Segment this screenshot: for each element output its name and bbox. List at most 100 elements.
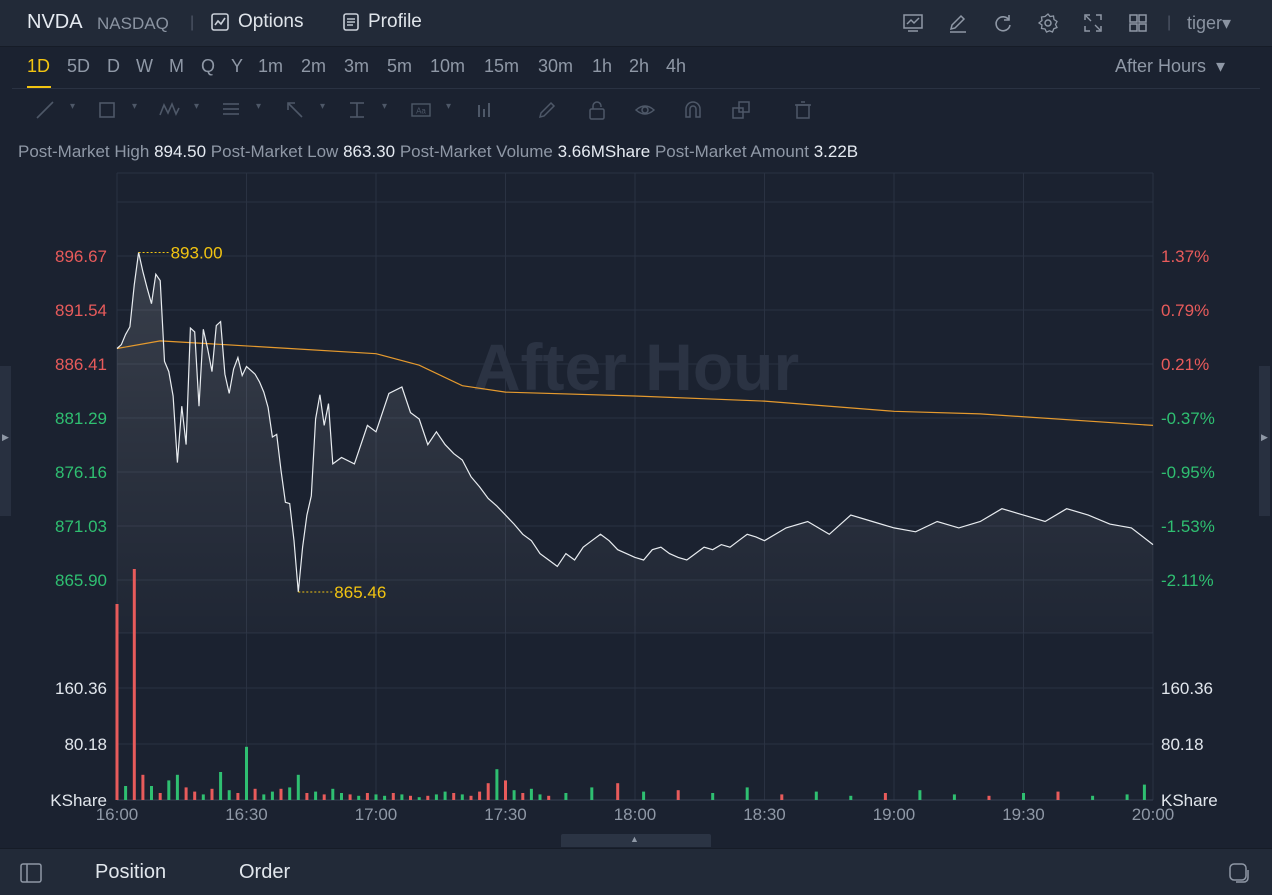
volume-right-tick-label: 80.18 (1161, 735, 1204, 754)
volume-bar (486, 783, 490, 800)
exchange-label: NASDAQ (97, 14, 169, 33)
session-select[interactable]: After Hours ▾ (1115, 56, 1226, 76)
chevron-down-icon: ▾ (70, 101, 76, 112)
volume-bar (314, 791, 318, 800)
y-right-tick-label: -0.37% (1161, 409, 1215, 428)
magnet-icon[interactable] (682, 99, 704, 121)
volume-bar (391, 793, 395, 800)
period-5d[interactable]: 5D (67, 56, 91, 76)
volume-bar (452, 793, 456, 800)
volume-bar (141, 774, 145, 800)
period-1d[interactable]: 1D (27, 56, 51, 76)
lock-icon[interactable] (586, 99, 608, 121)
bottom-panel-handle[interactable]: ▲ (561, 834, 711, 847)
wave-tool-icon[interactable] (158, 99, 180, 121)
volume-bar (564, 793, 568, 800)
period-30m[interactable]: 30m (538, 56, 574, 76)
session-label: After Hours (1115, 56, 1207, 76)
y-right-tick-label: 0.21% (1161, 355, 1209, 374)
text-tool-icon[interactable]: Aa (410, 99, 432, 121)
period-q[interactable]: Q (201, 56, 216, 76)
chart-type-icon[interactable] (474, 99, 496, 121)
user-name: tiger (1187, 13, 1223, 33)
volume-bar (883, 793, 887, 800)
panel-toggle-icon[interactable] (20, 863, 42, 883)
period-2h[interactable]: 2h (629, 56, 650, 76)
chevron-up-icon: ▲ (630, 834, 639, 844)
refresh-icon[interactable] (992, 12, 1014, 34)
volume-left-tick-label: 160.36 (55, 679, 107, 698)
volume-bar (288, 787, 292, 800)
chevron-right-icon: ▶ (2, 432, 9, 442)
tab-position[interactable]: Position (95, 861, 167, 883)
trash-icon[interactable] (792, 99, 814, 121)
volume-bar (296, 774, 300, 800)
volume-bar (1142, 784, 1146, 800)
pencil-icon[interactable] (536, 99, 558, 121)
period-m[interactable]: M (169, 56, 184, 76)
volume-bar (236, 793, 240, 800)
x-tick-label: 18:00 (614, 805, 657, 824)
volume-bar (495, 769, 499, 800)
volume-bar (322, 794, 326, 800)
x-tick-label: 16:00 (96, 805, 139, 824)
period-w[interactable]: W (136, 56, 153, 76)
volume-bar (305, 793, 309, 800)
indicator-icon[interactable] (902, 12, 924, 34)
draw-pen-icon[interactable] (947, 12, 969, 34)
amount-value: 3.22B (813, 142, 859, 161)
top-bar: NVDA NASDAQ | Options Profile (0, 0, 1272, 47)
fibonacci-tool-icon[interactable] (220, 99, 242, 121)
fullscreen-icon[interactable] (1082, 12, 1104, 34)
volume-bar (426, 795, 430, 800)
volume-left-tick-label: KShare (50, 791, 107, 810)
period-d[interactable]: D (107, 56, 120, 76)
user-menu[interactable]: tiger▾ (1187, 13, 1232, 33)
chevron-right-icon: ▶ (1261, 432, 1268, 442)
volume-bar (400, 794, 404, 800)
period-y[interactable]: Y (231, 56, 244, 76)
period-selector: 1D 5D D W M Q Y 1m 2m 3m 5m 10m 15m 30m … (0, 46, 1272, 88)
period-1h[interactable]: 1h (592, 56, 613, 76)
period-4h[interactable]: 4h (666, 56, 687, 76)
volume-bar (460, 794, 464, 800)
period-2m[interactable]: 2m (301, 56, 327, 76)
symbol-name[interactable]: NVDA (27, 11, 83, 33)
volume-bar (521, 793, 525, 800)
volume-bar (115, 604, 119, 800)
drawing-toolbar: Aa ▾ ▾ ▾ ▾ ▾ ▾ ▾ (12, 88, 1260, 133)
high-label: Post-Market High (18, 142, 150, 161)
gear-icon[interactable] (1037, 12, 1059, 34)
eye-icon[interactable] (634, 99, 656, 121)
line-tool-icon[interactable] (34, 99, 56, 121)
period-10m[interactable]: 10m (430, 56, 466, 76)
left-panel-handle[interactable]: ▶ (0, 366, 11, 516)
volume-bar (590, 787, 594, 800)
copy-icon[interactable] (730, 99, 752, 121)
volume-bar (270, 791, 274, 800)
arrow-tool-icon[interactable] (284, 99, 306, 121)
volume-bar (331, 788, 335, 800)
volume-bar (538, 794, 542, 800)
tab-options[interactable]: Options (210, 11, 303, 33)
tab-order[interactable]: Order (239, 861, 291, 883)
axis-labels: 896.67 891.54 886.41 881.29 876.16 871.03 865.… (50, 247, 1217, 824)
volume-bar (443, 791, 447, 800)
period-5m[interactable]: 5m (387, 56, 413, 76)
measure-tool-icon[interactable] (346, 99, 368, 121)
period-1m[interactable]: 1m (258, 56, 284, 76)
chat-icon[interactable] (1228, 862, 1250, 884)
y-right-tick-label: -0.95% (1161, 463, 1215, 482)
tab-profile[interactable]: Profile (342, 11, 422, 33)
volume-bar (616, 783, 620, 800)
period-15m[interactable]: 15m (484, 56, 520, 76)
volume-bar (245, 746, 248, 800)
right-panel-handle[interactable]: ▶ (1259, 366, 1270, 516)
grid-layout-icon[interactable] (1127, 12, 1149, 34)
amount-label: Post-Market Amount (654, 142, 809, 161)
volume-bar (417, 797, 421, 800)
rectangle-tool-icon[interactable] (96, 99, 118, 121)
period-3m[interactable]: 3m (344, 56, 370, 76)
volume-bar (193, 791, 197, 800)
